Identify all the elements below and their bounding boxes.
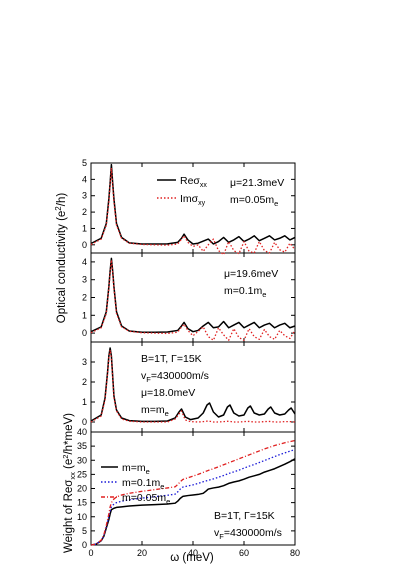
annotation-mu-c: μ=18.0meV: [141, 387, 195, 399]
legend-label-me: m=me: [122, 462, 150, 476]
y-axis-label-weight: Weight of Reσxx (e2/h*meV): [61, 413, 77, 553]
panel-c-ytick-label: 3: [82, 357, 87, 367]
panel-b-series-re-xx: [90, 257, 296, 333]
annotation-mu-a: μ=21.3meV: [230, 177, 284, 189]
chart-marks: [90, 163, 296, 546]
panel-d-ytick-label: 0: [82, 540, 87, 550]
annotation-b-gamma-c: B=1T, Γ=15K: [141, 353, 202, 365]
panel-d-ytick-label: 10: [77, 512, 87, 522]
panel-b-ytick-label: 4: [82, 257, 87, 267]
legend-label-re: Reσxx: [180, 175, 207, 189]
panel-d-ytick-label: 30: [77, 455, 87, 465]
panel-c-series-im-xy: [90, 349, 296, 423]
annotation-b-gamma-d: B=1T, Γ=15K: [214, 510, 275, 522]
annotation-vf-d: vF=430000m/s: [214, 527, 282, 541]
panel-c-ytick-label: 0: [82, 417, 87, 427]
panel-b-ytick-label: 3: [82, 275, 87, 285]
panel-b-ytick-label: 2: [82, 293, 87, 303]
xtick-label: 20: [137, 548, 147, 558]
annotation-m-c: m=me: [141, 404, 169, 418]
panel-a-series-im-xy: [90, 167, 296, 256]
legend-label-01me: m=0.1me: [122, 477, 164, 491]
panel-d-ytick-label: 15: [77, 498, 87, 508]
xtick-label: 0: [88, 548, 93, 558]
panel-a-ytick-label: 0: [82, 240, 87, 250]
xtick-label: 80: [290, 548, 300, 558]
panel-d-ytick-label: 20: [77, 484, 87, 494]
panel-a-legend: Reσxx Imσxy: [157, 175, 207, 207]
legend-label-im: Imσxy: [180, 193, 206, 207]
annotation-mu-b: μ=19.6meV: [224, 268, 278, 280]
panel-a-ytick-label: 5: [82, 158, 87, 168]
panel-d-legend: m=me m=0.1me m=0.05me: [101, 462, 170, 506]
panel-d-series-m-0.1me: [90, 448, 296, 546]
panel-a-ytick-label: 3: [82, 191, 87, 201]
panel-a-ytick-label: 4: [82, 174, 87, 184]
panel-d-ytick-label: 35: [77, 441, 87, 451]
panel-d-ytick-label: 25: [77, 469, 87, 479]
xtick-label: 60: [239, 548, 249, 558]
panel-a-series-re-xx: [90, 163, 296, 245]
panel-d-ytick-label: 5: [82, 526, 87, 536]
annotation-vf-c: vF=430000m/s: [141, 370, 209, 384]
panel-b-series-im-xy: [90, 259, 296, 341]
y-axis-label-shared: Optical conductivity (e2/h): [54, 193, 68, 324]
xtick-label: 40: [188, 548, 198, 558]
annotation-m-a: m=0.05me: [230, 194, 278, 208]
panel-a-ytick-label: 2: [82, 207, 87, 217]
panel-frames: [90, 162, 296, 546]
panel-c-ytick-label: 1: [82, 397, 87, 407]
panel-a-ytick-label: 1: [82, 223, 87, 233]
x-axis-label: ω (meV): [170, 552, 214, 564]
annotation-m-b: m=0.1me: [224, 285, 266, 299]
panel-c-ytick-label: 2: [82, 377, 87, 387]
panel-d-ytick-label: 40: [77, 427, 87, 437]
panel-d-series-m-me: [90, 458, 296, 546]
legend-label-005me: m=0.05me: [122, 492, 170, 506]
panel-b-ytick-label: 0: [82, 328, 87, 338]
panel-b-ytick-label: 1: [82, 310, 87, 320]
